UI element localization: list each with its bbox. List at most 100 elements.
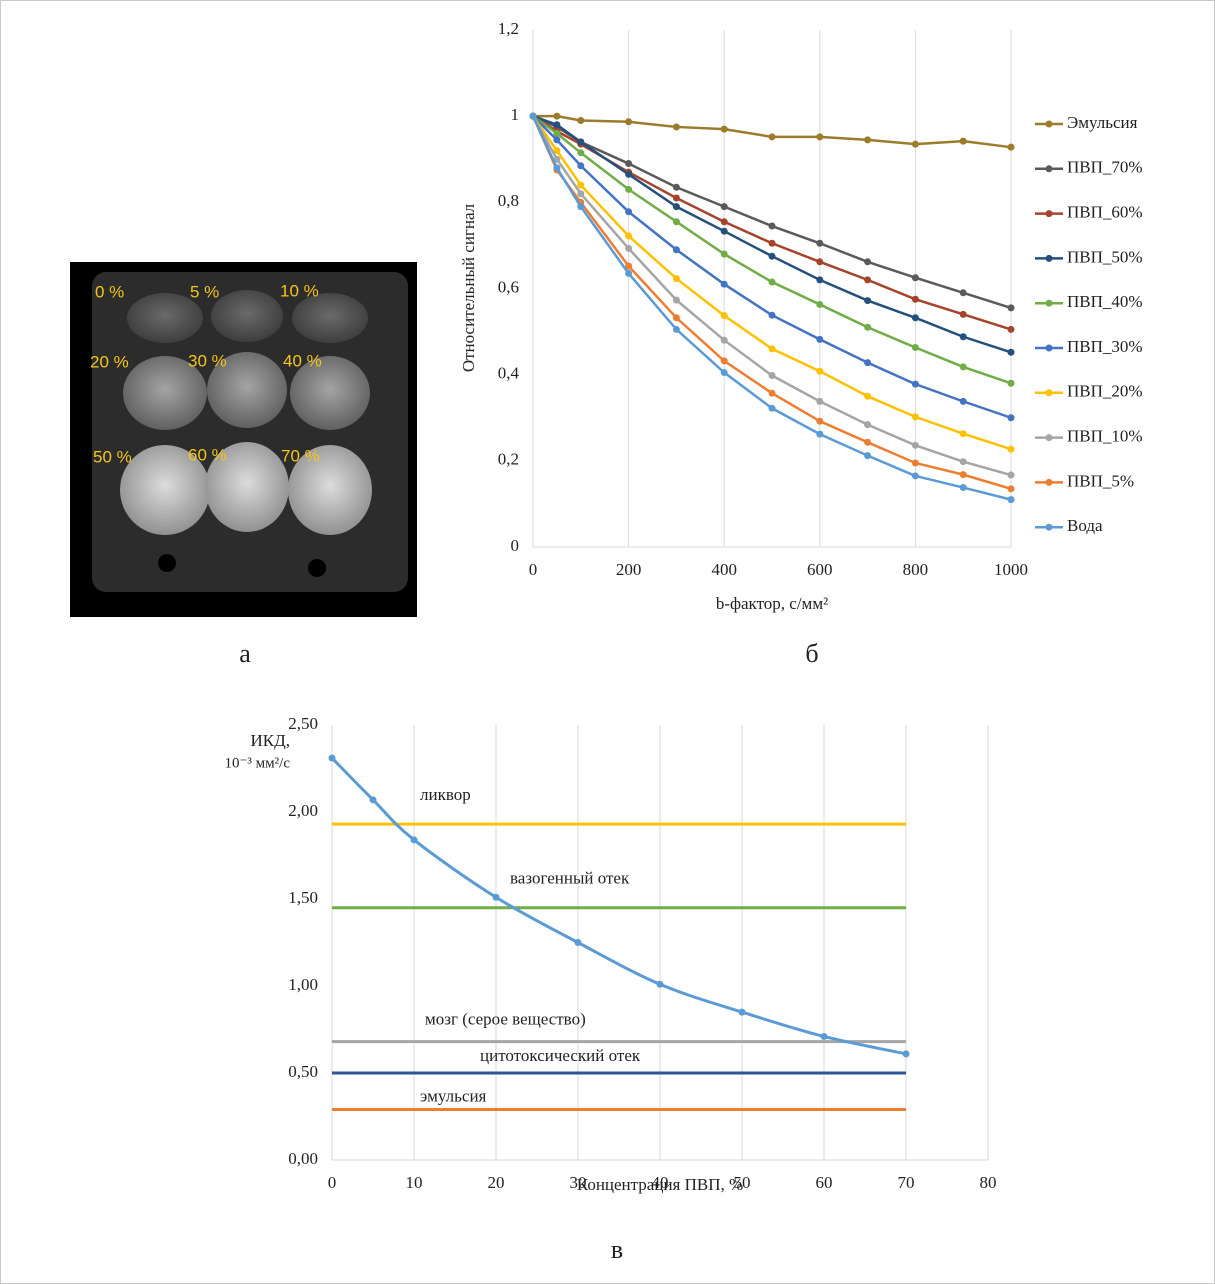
data-point — [769, 253, 776, 260]
data-point — [960, 363, 967, 370]
data-point — [577, 190, 584, 197]
legend-marker — [1046, 345, 1053, 352]
legend-marker — [1046, 434, 1053, 441]
data-point — [816, 431, 823, 438]
x-tick-label: 0 — [328, 1173, 337, 1192]
image-label: 20 % — [90, 352, 129, 371]
legend-label: ПВП_5% — [1067, 471, 1134, 490]
data-point — [577, 203, 584, 210]
data-point — [721, 228, 728, 235]
data-point — [960, 484, 967, 491]
y-tick-label: 0,4 — [498, 364, 520, 383]
legend-marker — [1046, 524, 1053, 531]
data-point — [625, 171, 632, 178]
x-tick-label: 20 — [488, 1173, 505, 1192]
y-tick-label: 0,6 — [498, 277, 519, 296]
data-point — [673, 123, 680, 130]
legend-marker — [1046, 300, 1053, 307]
data-point — [1008, 414, 1015, 421]
data-point — [553, 113, 560, 120]
image-label: 5 % — [190, 282, 219, 301]
data-point — [960, 138, 967, 145]
image-label: 70 % — [281, 446, 320, 465]
data-point — [553, 164, 560, 171]
data-point — [816, 258, 823, 265]
data-point — [673, 218, 680, 225]
data-point — [864, 136, 871, 143]
series-line — [332, 758, 906, 1054]
series-line — [533, 116, 1011, 147]
x-axis-label: b-фактор, с/мм² — [716, 594, 828, 613]
data-point — [577, 139, 584, 146]
data-point — [1008, 326, 1015, 333]
x-axis-label: Концентрация ПВП, % — [577, 1175, 743, 1194]
reference-label: мозг (серое вещество) — [425, 1010, 586, 1029]
data-point — [864, 297, 871, 304]
data-point — [816, 398, 823, 405]
data-point — [673, 246, 680, 253]
data-point — [530, 113, 537, 120]
data-point — [816, 133, 823, 140]
x-tick-label: 60 — [816, 1173, 833, 1192]
data-point — [769, 279, 776, 286]
data-point — [577, 162, 584, 169]
data-point — [960, 289, 967, 296]
data-point — [769, 345, 776, 352]
y-axis-label: Относительный сигнал — [459, 203, 478, 372]
data-point — [329, 755, 336, 762]
data-point — [960, 333, 967, 340]
panel-caption: а — [239, 639, 251, 668]
legend-label: ПВП_40% — [1067, 292, 1143, 311]
data-point — [577, 117, 584, 124]
legend-label: ПВП_50% — [1067, 247, 1143, 266]
data-point — [625, 160, 632, 167]
data-point — [769, 133, 776, 140]
data-point — [903, 1050, 910, 1057]
y-tick-label: 2,00 — [288, 801, 318, 820]
data-point — [960, 430, 967, 437]
y-tick-label: 0,8 — [498, 191, 519, 210]
data-point — [739, 1009, 746, 1016]
data-point — [769, 312, 776, 319]
data-point — [864, 276, 871, 283]
data-point — [912, 296, 919, 303]
data-point — [816, 336, 823, 343]
image-label: 40 % — [283, 351, 322, 370]
data-point — [1008, 380, 1015, 387]
data-point — [1008, 496, 1015, 503]
data-point — [960, 398, 967, 405]
data-point — [821, 1033, 828, 1040]
data-point — [673, 203, 680, 210]
legend-label: ПВП_70% — [1067, 158, 1143, 177]
data-point — [625, 232, 632, 239]
y-tick-label: 0,00 — [288, 1149, 318, 1168]
data-point — [864, 359, 871, 366]
data-point — [721, 203, 728, 210]
data-point — [769, 390, 776, 397]
x-tick-label: 200 — [616, 560, 642, 579]
panel-caption: б — [805, 639, 818, 668]
panel-caption: в — [611, 1235, 623, 1264]
data-point — [816, 418, 823, 425]
data-point — [370, 796, 377, 803]
y-tick-label: 1,00 — [288, 975, 318, 994]
data-point — [960, 458, 967, 465]
data-point — [673, 275, 680, 282]
image-label: 30 % — [188, 351, 227, 370]
image-label: 0 % — [95, 282, 124, 301]
y-tick-label: 0,2 — [498, 450, 519, 469]
x-tick-label: 1000 — [994, 560, 1028, 579]
reference-label: ликвор — [420, 785, 471, 804]
data-point — [864, 421, 871, 428]
series-line — [533, 116, 1011, 383]
data-point — [912, 274, 919, 281]
data-point — [912, 472, 919, 479]
data-point — [721, 126, 728, 133]
data-point — [769, 223, 776, 230]
x-tick-label: 400 — [711, 560, 737, 579]
data-point — [912, 344, 919, 351]
data-point — [625, 186, 632, 193]
data-point — [816, 368, 823, 375]
x-tick-label: 10 — [406, 1173, 423, 1192]
page: а 0 %5 %10 %20 %30 %40 %50 %60 %70 %0200… — [0, 0, 1215, 1284]
